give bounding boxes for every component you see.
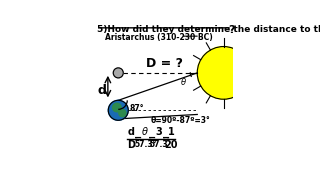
Circle shape <box>113 103 121 112</box>
Text: θ=90º-87º=3°: θ=90º-87º=3° <box>151 116 211 125</box>
Text: 3: 3 <box>156 127 163 137</box>
Circle shape <box>113 68 123 78</box>
Text: d: d <box>98 84 107 97</box>
Text: =: = <box>134 134 142 144</box>
Text: 87°: 87° <box>129 104 144 113</box>
Text: 20: 20 <box>164 140 178 150</box>
Text: θ: θ <box>142 127 148 137</box>
Text: D: D <box>127 140 135 150</box>
Text: =: = <box>162 134 170 144</box>
Text: =: = <box>148 134 156 144</box>
Circle shape <box>197 47 250 99</box>
Circle shape <box>108 100 128 120</box>
Text: d: d <box>128 127 135 137</box>
Text: 1: 1 <box>168 127 175 137</box>
Text: 57.3°: 57.3° <box>134 140 156 149</box>
Circle shape <box>119 109 126 117</box>
Text: θ: θ <box>181 78 186 87</box>
Text: D = ?: D = ? <box>146 57 182 70</box>
Text: Aristarchus (310-230 BC): Aristarchus (310-230 BC) <box>105 33 212 42</box>
Text: 57.3: 57.3 <box>150 140 168 149</box>
Text: ?: ? <box>228 25 234 35</box>
Text: 5)How did they determine the distance to the sun: 5)How did they determine the distance to… <box>98 25 320 34</box>
